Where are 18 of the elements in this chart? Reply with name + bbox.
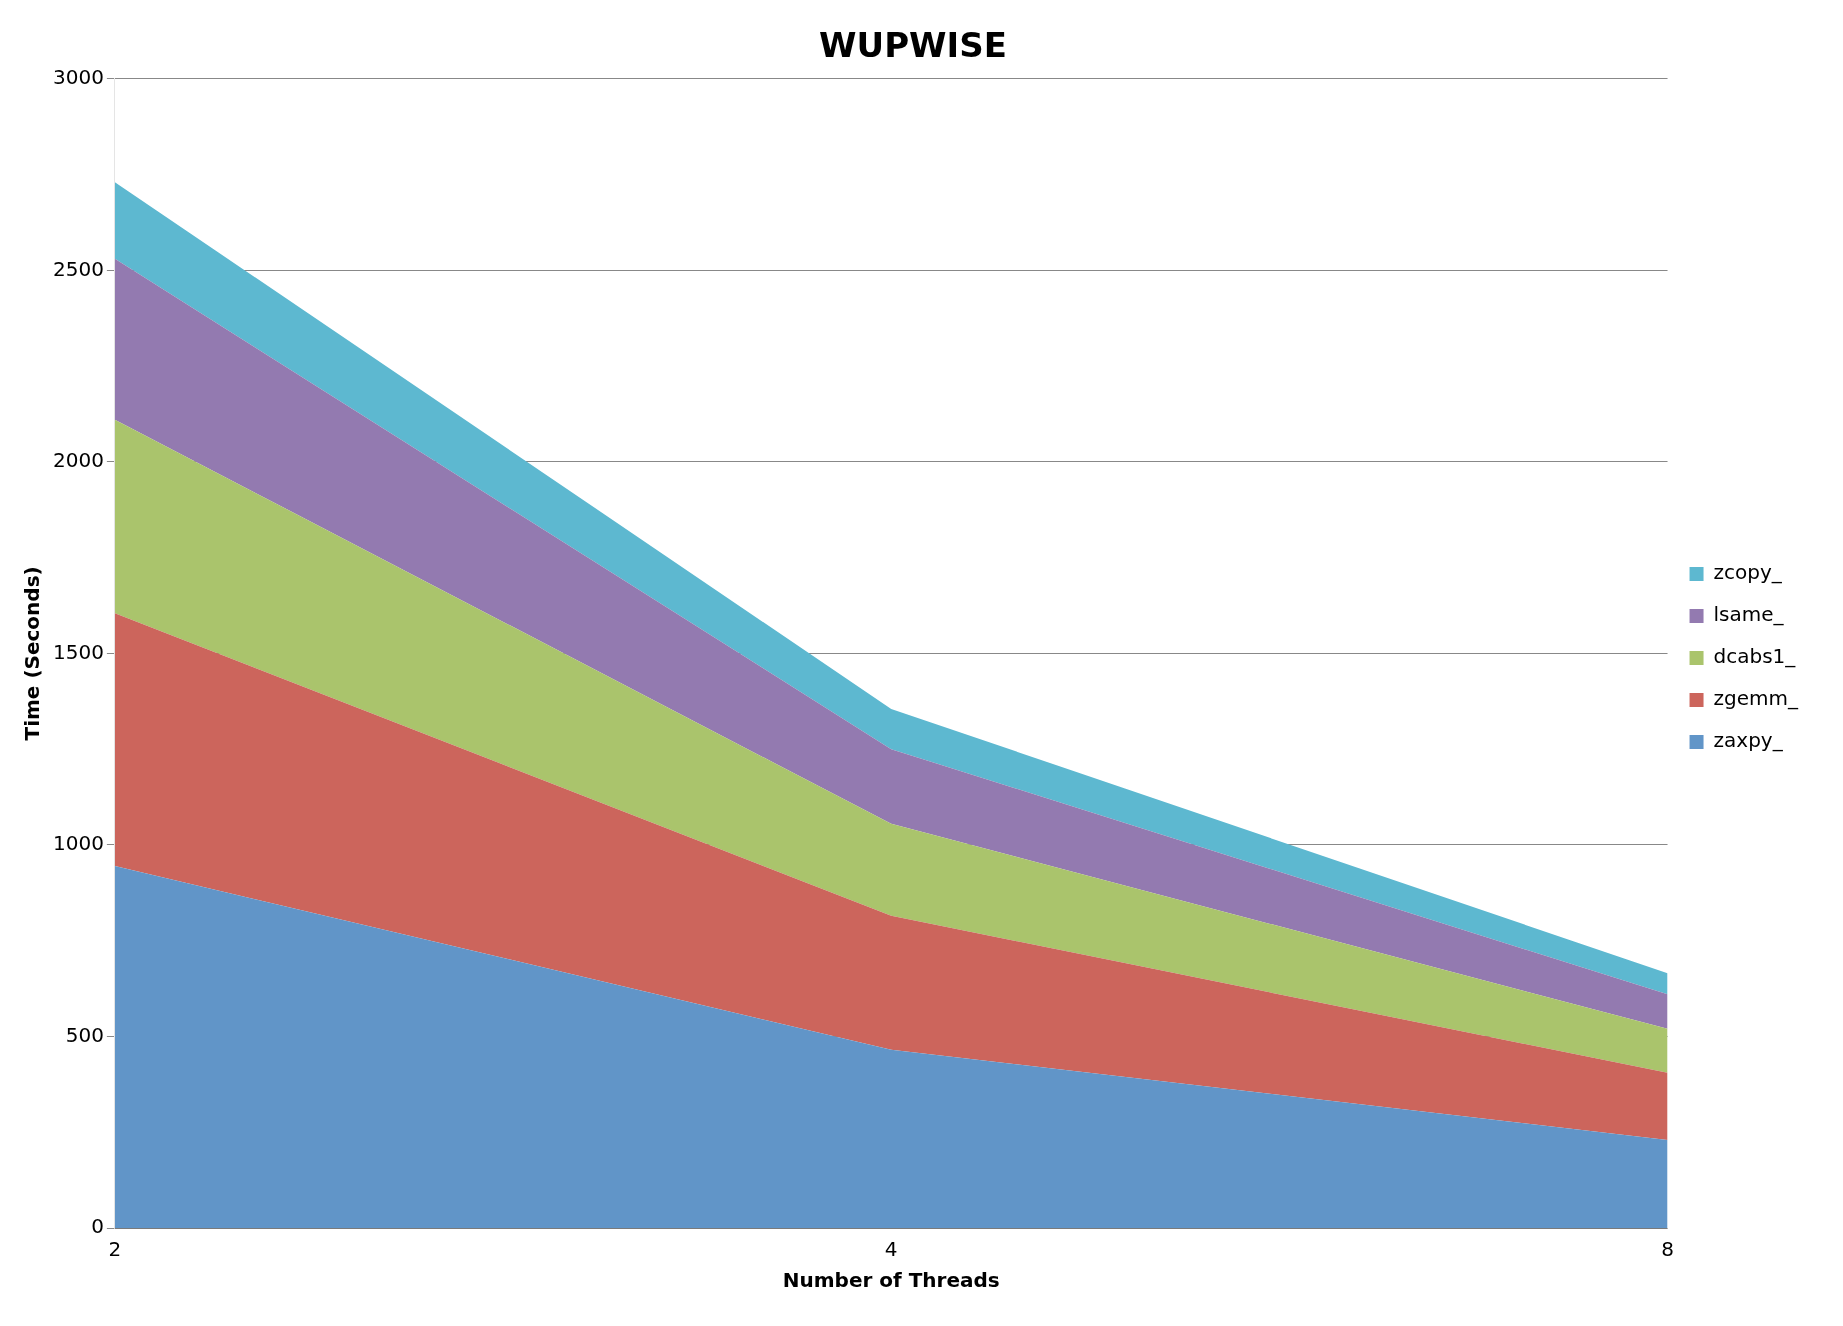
legend-label: lsame_	[1713, 602, 1785, 627]
x-axis-title: Number of Threads	[782, 1268, 1000, 1293]
y-tick-label: 1500	[52, 639, 104, 664]
legend-label: dcabs1_	[1713, 644, 1797, 669]
x-tick-label: 4	[884, 1237, 898, 1262]
y-axis-title: Time (Seconds)	[20, 566, 45, 741]
y-tick-label: 2500	[52, 256, 104, 281]
y-tick-label: 500	[65, 1022, 104, 1047]
y-tick-label: 1000	[52, 831, 104, 856]
x-tick-label: 8	[1661, 1237, 1674, 1262]
y-tick-label: 0	[91, 1214, 104, 1239]
legend-label: zcopy_	[1713, 560, 1783, 585]
y-tick-label: 3000	[52, 65, 104, 89]
y-tick-label: 2000	[52, 448, 104, 473]
chart-title: WUPWISE	[819, 25, 1007, 66]
legend-label: zaxpy_	[1713, 728, 1784, 753]
legend-label: zgemm_	[1713, 686, 1799, 711]
x-tick-label: 2	[108, 1237, 122, 1262]
